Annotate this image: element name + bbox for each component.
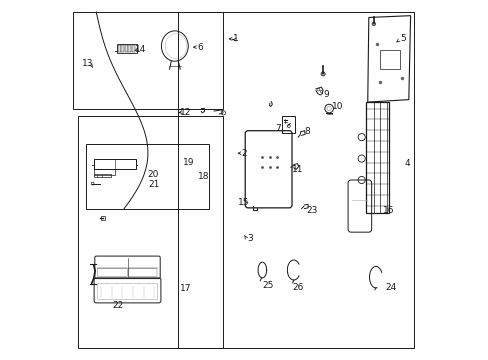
Text: 18: 18 — [197, 172, 209, 181]
Bar — [94, 174, 111, 177]
Text: 4: 4 — [404, 159, 409, 168]
Bar — [124, 45, 127, 52]
Text: 2: 2 — [241, 149, 247, 158]
Text: 16: 16 — [383, 206, 394, 215]
Bar — [101, 216, 105, 220]
Circle shape — [320, 72, 325, 76]
Text: 15: 15 — [238, 198, 249, 207]
Text: 1: 1 — [232, 35, 238, 44]
Bar — [94, 159, 136, 169]
Bar — [128, 45, 131, 52]
Text: 10: 10 — [331, 102, 343, 111]
Text: 25: 25 — [262, 281, 273, 290]
Text: 20: 20 — [147, 170, 159, 179]
Text: 7: 7 — [275, 124, 281, 133]
Text: 8: 8 — [304, 127, 309, 136]
Bar — [78, 116, 223, 348]
Bar — [380, 50, 399, 69]
Text: 23: 23 — [306, 206, 317, 215]
Bar — [281, 116, 295, 133]
Text: 11: 11 — [292, 165, 303, 174]
Bar — [178, 12, 413, 348]
Text: 14: 14 — [135, 45, 146, 54]
Bar — [73, 12, 223, 109]
Text: 19: 19 — [183, 158, 195, 167]
Text: 24: 24 — [385, 283, 396, 292]
Text: 17: 17 — [180, 284, 191, 293]
Bar — [365, 102, 388, 213]
Text: 26: 26 — [292, 283, 303, 292]
Text: 13: 13 — [81, 59, 93, 68]
Bar — [85, 144, 208, 208]
Text: 22: 22 — [112, 301, 123, 310]
Bar — [94, 169, 115, 175]
Text: 21: 21 — [148, 180, 160, 189]
Bar — [118, 45, 121, 52]
Text: 3: 3 — [246, 234, 252, 243]
Text: 12: 12 — [180, 108, 191, 117]
Text: 5: 5 — [400, 35, 406, 44]
Bar — [117, 44, 136, 53]
Text: 9: 9 — [323, 90, 329, 99]
Circle shape — [371, 22, 375, 26]
Bar — [132, 45, 135, 52]
Text: 6: 6 — [197, 42, 203, 51]
Bar — [121, 45, 124, 52]
